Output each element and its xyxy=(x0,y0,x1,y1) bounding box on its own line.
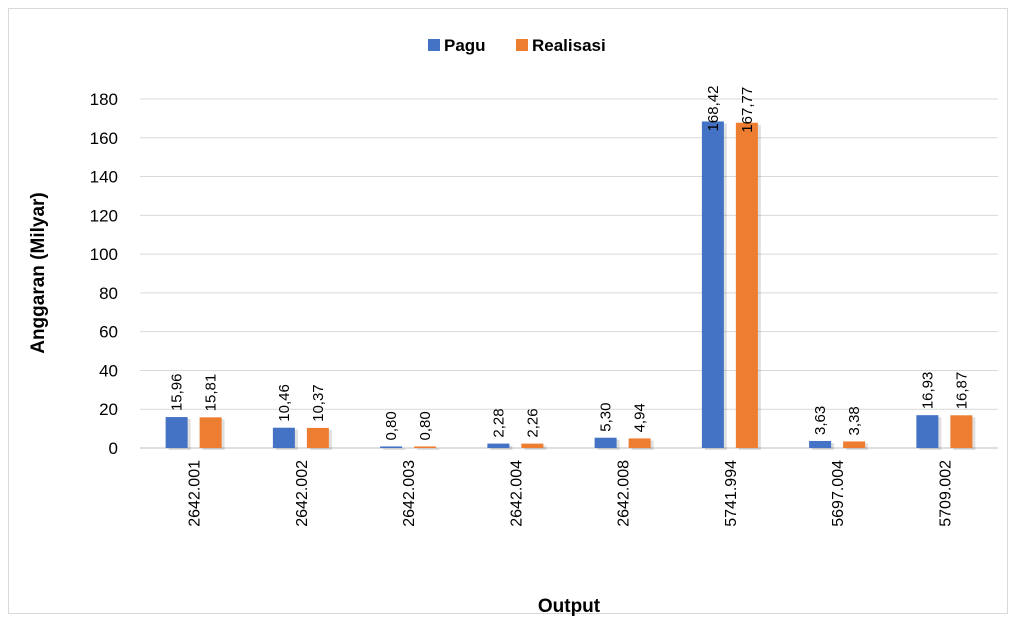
data-label: 2,28 xyxy=(490,408,507,437)
y-axis-ticks: 0 20 40 60 80 100 120 140 160 180 xyxy=(90,90,118,458)
data-labels: 15,96 15,81 10,46 10,37 0,80 0,80 2,28 2,26 5,30… xyxy=(169,86,971,441)
gridlines xyxy=(140,98,998,449)
bar-realisasi-5741-994 xyxy=(735,122,758,448)
y-tick-label: 160 xyxy=(90,129,118,148)
bar-pagu-2642-001 xyxy=(165,417,188,448)
bar-shadow xyxy=(383,448,406,450)
bars xyxy=(165,121,976,450)
y-tick-label: 80 xyxy=(99,284,118,303)
y-tick-label: 60 xyxy=(99,323,118,342)
bar-realisasi-2642-003 xyxy=(414,446,437,448)
x-tick-label: 5697.004 xyxy=(830,460,847,527)
y-tick-label: 140 xyxy=(90,168,118,187)
bar-pagu-2642-003 xyxy=(380,446,403,448)
y-tick-label: 0 xyxy=(109,439,118,458)
data-label: 167,77 xyxy=(739,87,756,133)
data-label: 3,38 xyxy=(846,406,863,435)
bar-shadow xyxy=(417,448,440,450)
bar-pagu-5709-002 xyxy=(916,415,939,448)
bar-realisasi-2642-004 xyxy=(521,443,544,448)
data-label: 2,26 xyxy=(524,408,541,437)
y-tick-label: 40 xyxy=(99,361,118,380)
x-tick-label: 2642.002 xyxy=(294,460,311,527)
legend-label-pagu: Pagu xyxy=(444,36,486,55)
data-label: 16,93 xyxy=(919,372,936,410)
data-label: 0,80 xyxy=(417,411,434,440)
y-axis-title: Anggaran (Milyar) xyxy=(28,192,49,354)
data-label: 4,94 xyxy=(632,403,649,432)
x-tick-label: 5741.994 xyxy=(723,460,740,527)
legend-swatch-realisasi xyxy=(516,39,528,51)
data-label: 16,87 xyxy=(953,372,970,410)
bar-pagu-5741-994 xyxy=(701,121,724,448)
data-label: 3,63 xyxy=(812,406,829,435)
y-tick-label: 100 xyxy=(90,245,118,264)
chart-frame xyxy=(8,8,1008,614)
legend-swatch-pagu xyxy=(428,39,440,51)
data-label: 15,81 xyxy=(203,374,220,412)
bar-pagu-2642-002 xyxy=(272,427,295,448)
x-axis-ticks: 2642.001 2642.002 2642.003 2642.004 2642.008… xyxy=(187,460,955,527)
bar-realisasi-2642-008 xyxy=(628,438,651,448)
bar-pagu-2642-004 xyxy=(487,443,510,448)
x-tick-label: 5709.002 xyxy=(937,460,954,527)
x-tick-label: 2642.001 xyxy=(187,460,204,527)
data-label: 15,96 xyxy=(169,374,186,412)
bar-realisasi-2642-001 xyxy=(199,417,222,448)
y-tick-label: 20 xyxy=(99,400,118,419)
bar-pagu-2642-008 xyxy=(594,437,617,448)
bar-realisasi-5697-004 xyxy=(843,441,866,448)
y-tick-label: 120 xyxy=(90,206,118,225)
x-tick-label: 2642.004 xyxy=(508,460,525,527)
bar-pagu-5697-004 xyxy=(809,440,832,448)
x-tick-label: 2642.008 xyxy=(616,460,633,527)
legend: Pagu Realisasi xyxy=(428,36,606,55)
y-tick-label: 180 xyxy=(90,90,118,109)
data-label: 168,42 xyxy=(705,86,722,132)
data-label: 10,37 xyxy=(310,384,327,422)
x-axis-title: Output xyxy=(538,596,601,617)
bar-realisasi-5709-002 xyxy=(950,415,973,448)
data-label: 0,80 xyxy=(383,411,400,440)
x-tick-label: 2642.003 xyxy=(401,460,418,527)
data-label: 5,30 xyxy=(598,403,615,432)
legend-label-realisasi: Realisasi xyxy=(532,36,606,55)
data-label: 10,46 xyxy=(276,384,293,422)
bar-realisasi-2642-002 xyxy=(306,427,329,448)
